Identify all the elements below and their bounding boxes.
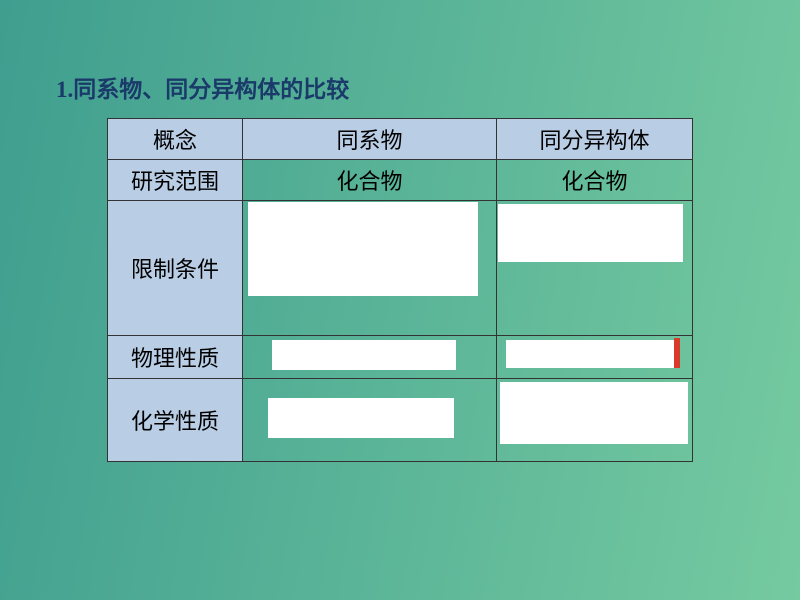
occluder-box — [506, 340, 674, 368]
table-row: 研究范围化合物化合物 — [108, 160, 693, 201]
table-cell: 同分异构体 — [497, 119, 693, 160]
table-row: 概念同系物同分异构体 — [108, 119, 693, 160]
slide: 1.同系物、同分异构体的比较 概念同系物同分异构体研究范围化合物化合物限制条件物… — [0, 0, 800, 600]
row-label: 化学性质 — [108, 379, 243, 462]
occluder-box — [498, 204, 683, 262]
table-cell: 同系物 — [243, 119, 497, 160]
row-label: 物理性质 — [108, 336, 243, 379]
occluder-box — [268, 398, 454, 438]
row-label: 研究范围 — [108, 160, 243, 201]
table-cell: 化合物 — [243, 160, 497, 201]
slide-title: 1.同系物、同分异构体的比较 — [56, 70, 349, 104]
table-cell: 化合物 — [497, 160, 693, 201]
red-marker — [674, 338, 680, 368]
row-label: 概念 — [108, 119, 243, 160]
row-label: 限制条件 — [108, 201, 243, 336]
occluder-box — [272, 340, 456, 370]
occluder-box — [500, 382, 688, 444]
occluder-box — [248, 202, 478, 296]
